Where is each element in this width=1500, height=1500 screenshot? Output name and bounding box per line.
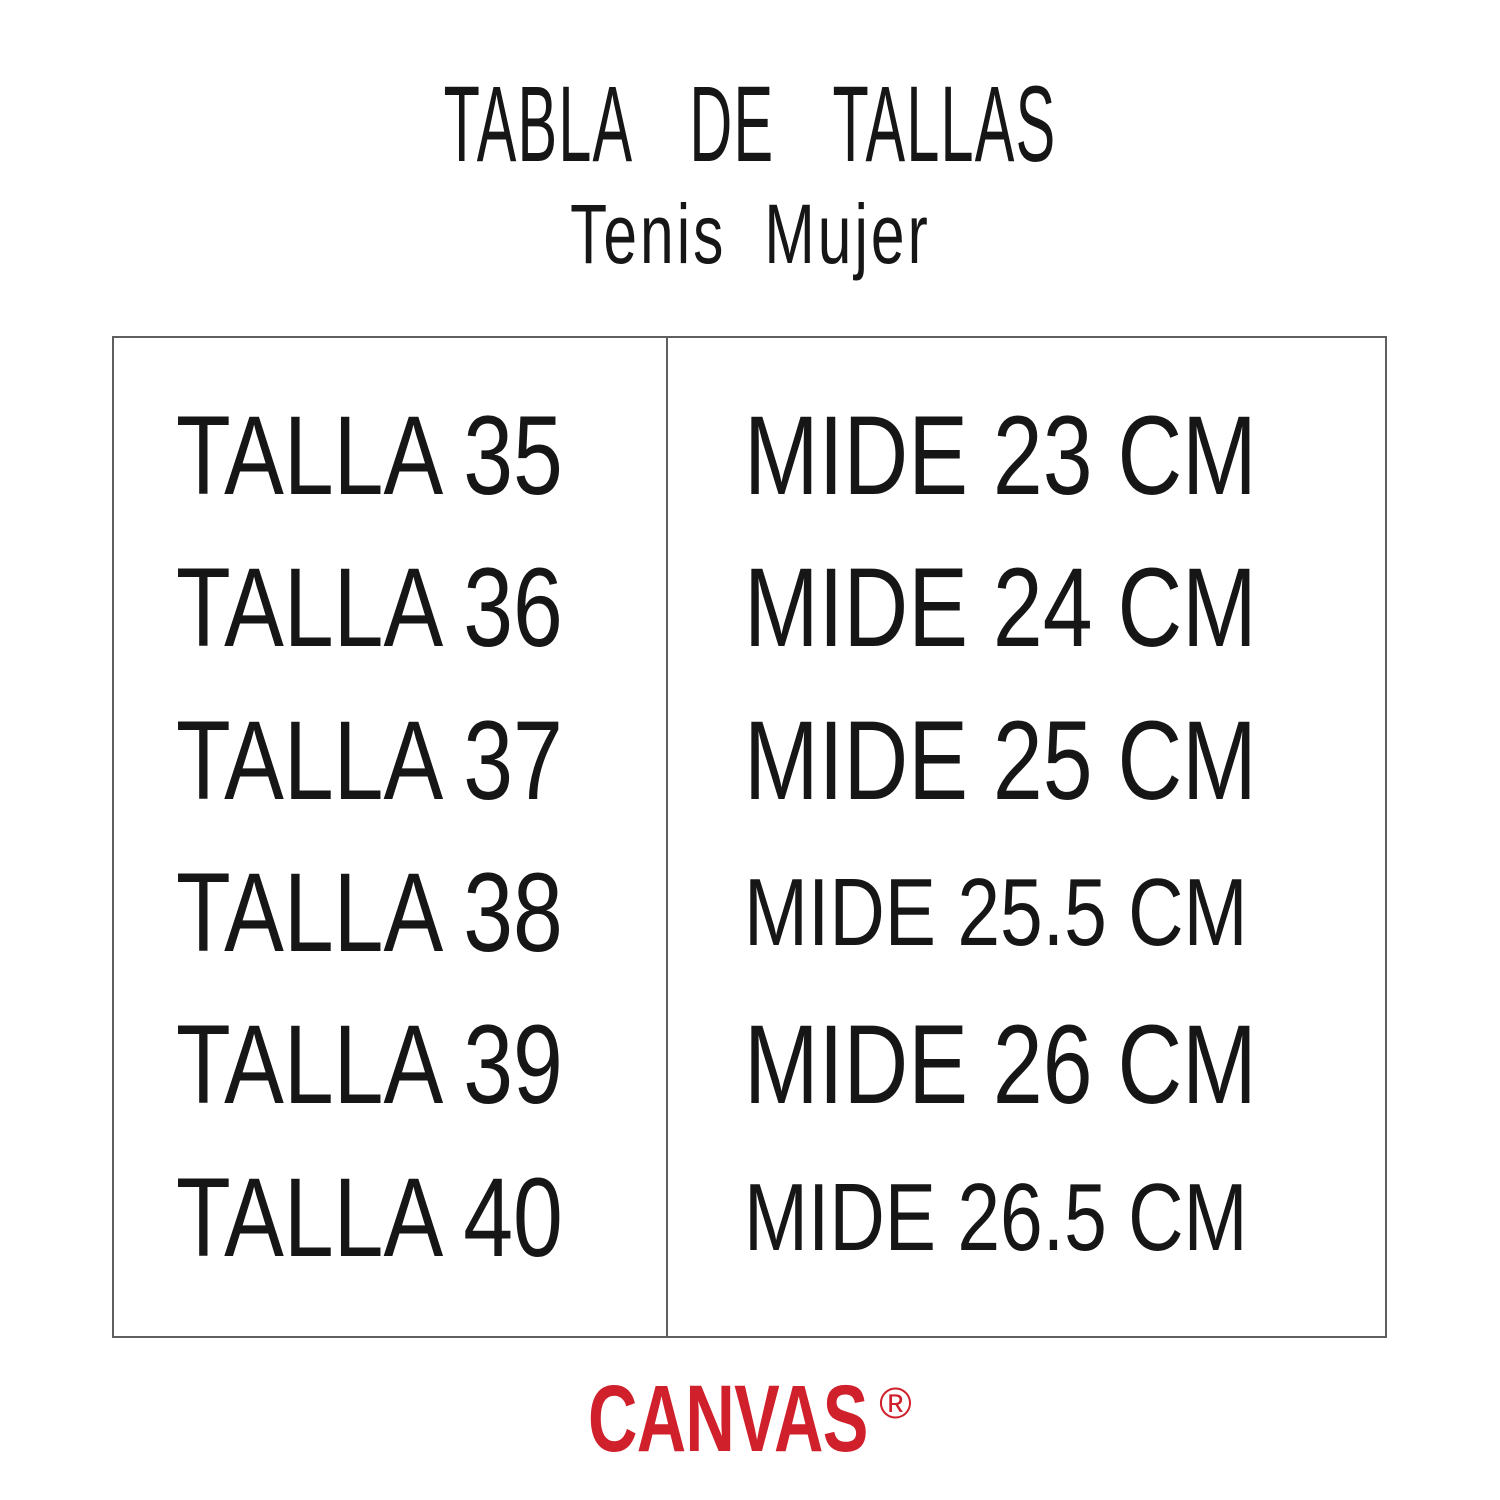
measure-label: MIDE 26 CM (744, 1002, 1257, 1128)
brand-wordmark: CANVAS (588, 1366, 868, 1472)
measure-label: MIDE 23 CM (744, 393, 1257, 519)
size-cell-row-5: TALLA 39 (114, 989, 666, 1141)
size-label: TALLA 35 (176, 393, 563, 519)
measure-cell-row-5: MIDE 26 CM (668, 989, 1385, 1141)
brand-logo: CANVAS ® (0, 1372, 1500, 1467)
page-title-row: TABLA DE TALLAS (0, 70, 1500, 178)
brand-wordmark-wrap: CANVAS (588, 1372, 877, 1467)
measure-label: MIDE 25 CM (744, 697, 1257, 823)
size-cell-row-1: TALLA 35 (114, 380, 666, 532)
measure-cell-row-2: MIDE 24 CM (668, 532, 1385, 684)
measure-cell-row-1: MIDE 23 CM (668, 380, 1385, 532)
size-cell-row-3: TALLA 37 (114, 685, 666, 837)
measure-cell-row-6: MIDE 26.5 CM (668, 1142, 1385, 1294)
size-label: TALLA 37 (176, 697, 563, 823)
size-label: TALLA 36 (176, 545, 563, 671)
registered-trademark-icon: ® (879, 1379, 912, 1428)
measure-cell-row-4: MIDE 25.5 CM (668, 837, 1385, 989)
size-label: TALLA 40 (176, 1154, 563, 1280)
measure-label: MIDE 25.5 CM (744, 859, 1248, 967)
measure-column: MIDE 23 CM MIDE 24 CM MIDE 25 CM MIDE 25… (668, 338, 1385, 1336)
size-cell-row-4: TALLA 38 (114, 837, 666, 989)
page-title: TABLA DE TALLAS (443, 63, 1057, 184)
size-column: TALLA 35 TALLA 36 TALLA 37 TALLA 38 TALL… (114, 338, 668, 1336)
page-subtitle: Tenis Mujer (569, 187, 931, 281)
measure-label: MIDE 26.5 CM (744, 1163, 1248, 1271)
size-table: TALLA 35 TALLA 36 TALLA 37 TALLA 38 TALL… (112, 336, 1387, 1338)
size-label: TALLA 39 (176, 1002, 563, 1128)
size-cell-row-2: TALLA 36 (114, 532, 666, 684)
page-subtitle-row: Tenis Mujer (0, 192, 1500, 276)
measure-label: MIDE 24 CM (744, 545, 1257, 671)
size-cell-row-6: TALLA 40 (114, 1142, 666, 1294)
measure-cell-row-3: MIDE 25 CM (668, 685, 1385, 837)
size-label: TALLA 38 (176, 850, 563, 976)
